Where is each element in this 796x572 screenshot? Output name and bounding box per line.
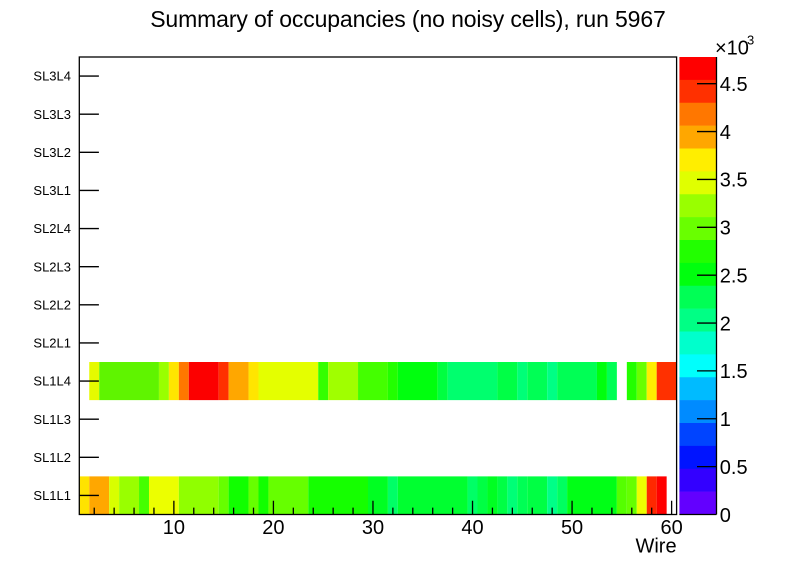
svg-text:SL3L3: SL3L3 — [33, 107, 71, 122]
svg-text:Summary of occupancies (no noi: Summary of occupancies (no noisy cells),… — [150, 6, 666, 32]
svg-text:SL1L3: SL1L3 — [33, 412, 71, 427]
svg-text:SL3L1: SL3L1 — [33, 183, 71, 198]
svg-text:50: 50 — [561, 517, 583, 539]
svg-text:SL2L3: SL2L3 — [33, 259, 71, 274]
svg-text:SL3L2: SL3L2 — [33, 145, 71, 160]
svg-text:1: 1 — [720, 409, 731, 431]
svg-text:SL1L1: SL1L1 — [33, 488, 71, 503]
svg-text:SL3L4: SL3L4 — [33, 69, 71, 84]
svg-text:SL2L1: SL2L1 — [33, 336, 71, 351]
svg-text:3: 3 — [720, 218, 731, 240]
svg-text:2.5: 2.5 — [720, 265, 748, 287]
svg-text:×10: ×10 — [715, 38, 749, 60]
svg-text:Wire: Wire — [635, 535, 676, 557]
svg-text:SL1L2: SL1L2 — [33, 450, 71, 465]
svg-text:2: 2 — [720, 313, 731, 335]
svg-text:20: 20 — [262, 517, 284, 539]
svg-text:4.5: 4.5 — [720, 74, 748, 96]
svg-text:10: 10 — [163, 517, 185, 539]
svg-text:30: 30 — [362, 517, 384, 539]
svg-text:40: 40 — [461, 517, 483, 539]
svg-text:4: 4 — [720, 122, 731, 144]
svg-text:SL1L4: SL1L4 — [33, 374, 71, 389]
svg-text:3.5: 3.5 — [720, 170, 748, 192]
svg-text:SL2L4: SL2L4 — [33, 221, 71, 236]
svg-text:0: 0 — [720, 505, 731, 527]
svg-text:1.5: 1.5 — [720, 361, 748, 383]
svg-text:60: 60 — [660, 517, 682, 539]
svg-text:3: 3 — [747, 33, 754, 48]
svg-text:0.5: 0.5 — [720, 457, 748, 479]
svg-text:SL2L2: SL2L2 — [33, 297, 71, 312]
